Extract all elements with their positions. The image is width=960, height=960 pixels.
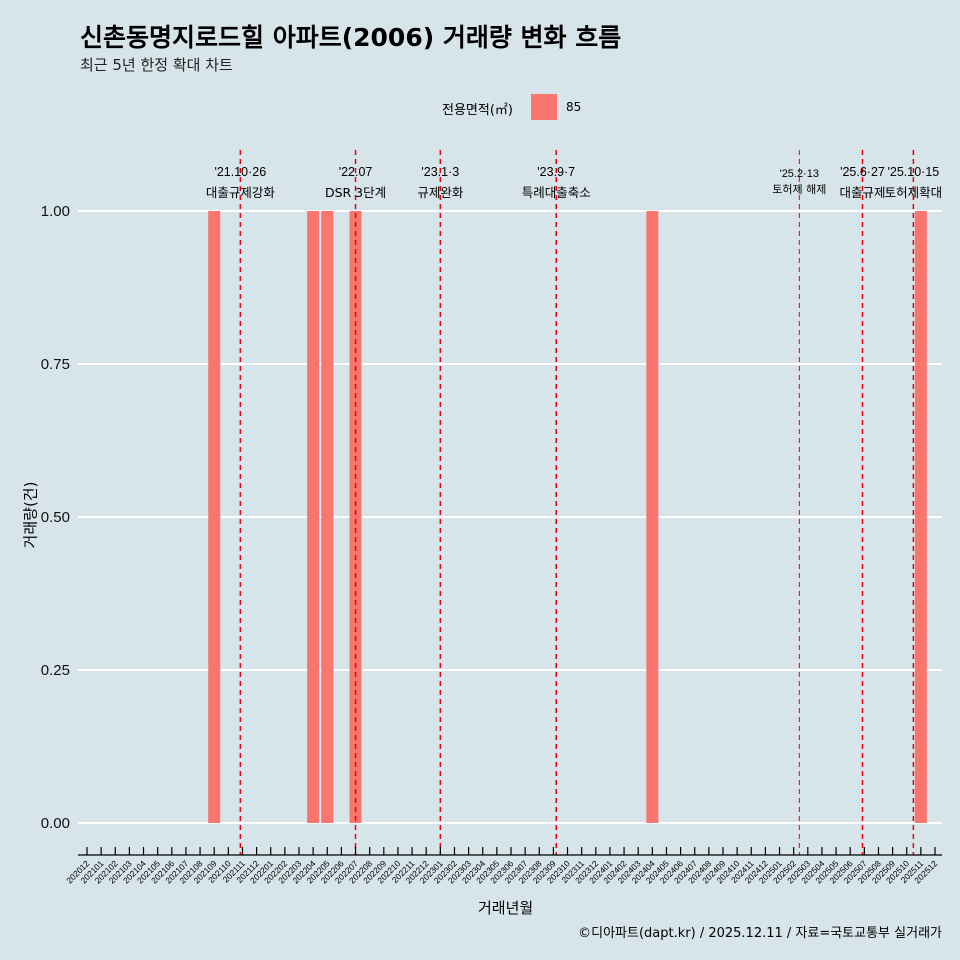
event-label: 규제완화: [417, 185, 464, 200]
y-tick-label: 1.00: [41, 203, 70, 220]
event-date: '25.2·13: [780, 168, 819, 180]
chart-subtitle: 최근 5년 한정 확대 차트: [80, 56, 233, 74]
bar-202109: [208, 211, 221, 823]
bar-202404: [646, 211, 659, 823]
y-tick-label: 0.00: [41, 815, 70, 832]
legend-title: 전용면적(㎡): [442, 103, 513, 118]
bar-202207: [349, 211, 362, 823]
source-caption: ©디아파트(dapt.kr) / 2025.12.11 / 자료=국토교통부 실…: [578, 926, 942, 941]
event-date: '25.6·27: [840, 165, 885, 179]
event-label: 토허제 해제: [772, 182, 826, 196]
event-date: '25.10·15: [888, 165, 940, 179]
bar-202204: [307, 211, 320, 823]
event-label: 토허제확대: [885, 185, 943, 200]
bar-202511: [914, 211, 927, 823]
legend-key-85: [531, 94, 557, 120]
y-axis-label: 거래량(건): [21, 481, 40, 549]
event-label: 특례대출축소: [522, 185, 591, 200]
event-label: DSR 3단계: [325, 185, 386, 200]
event-date: '23.9·7: [537, 165, 575, 179]
event-label: 대출규제: [839, 185, 885, 200]
y-tick-label: 0.75: [41, 356, 70, 373]
x-axis-label: 거래년월: [478, 899, 534, 917]
chart-title: 신촌동명지로드힐 아파트(2006) 거래량 변화 흐름: [80, 23, 622, 52]
event-date: '23.1·3: [421, 165, 459, 179]
legend-label-85: 85: [566, 100, 582, 114]
y-tick-label: 0.25: [41, 662, 70, 679]
event-date: '22.07: [339, 165, 373, 179]
y-tick-label: 0.50: [41, 509, 70, 526]
event-date: '21.10·26: [214, 165, 266, 179]
event-label: 대출규제강화: [206, 185, 276, 200]
bar-202205: [321, 211, 334, 823]
